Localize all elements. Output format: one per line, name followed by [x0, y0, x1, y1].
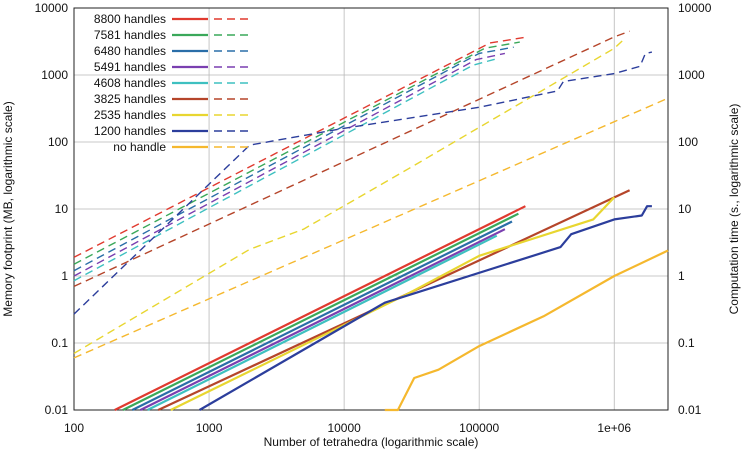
y-tick-label-left: 100 [48, 135, 68, 149]
plot-frame [73, 7, 669, 411]
x-tick-label: 1000 [196, 421, 223, 435]
x-tick-label: 100000 [459, 421, 499, 435]
y-tick-label-left: 0.1 [51, 336, 68, 350]
legend-label: 5491 handles [94, 60, 166, 74]
x-tick-label: 10000 [327, 421, 361, 435]
y-tick-label-left: 10000 [35, 1, 69, 15]
memory-line-5491-handles [139, 228, 506, 411]
y-axis-label-right: Computation time (s., logarithmic scale) [727, 104, 741, 315]
memory-line-2535-handles [170, 196, 616, 411]
memory-line-1200-handles [198, 205, 652, 411]
y-tick-label-right: 1000 [678, 68, 705, 82]
time-line-no-handle [73, 97, 669, 359]
legend-label: 6480 handles [94, 44, 166, 58]
time-line-2535-handles [73, 37, 626, 355]
time-line-5491-handles [73, 52, 506, 277]
y-tick-label-left: 1000 [41, 68, 68, 82]
time-line-6480-handles [73, 46, 514, 272]
y-tick-label-left: 0.01 [45, 403, 69, 417]
memory-line-8800-handles [114, 205, 526, 411]
time-line-1200-handles [73, 51, 653, 315]
memory-line-no-handle [384, 249, 669, 412]
time-line-3825-handles [73, 30, 630, 288]
y-tick-label-right: 10 [678, 202, 692, 216]
legend-label: 4608 handles [94, 76, 166, 90]
legend-label: 1200 handles [94, 124, 166, 138]
memory-line-6480-handles [131, 220, 513, 411]
x-tick-label: 1e+06 [597, 421, 631, 435]
y-tick-label-right: 0.01 [678, 403, 702, 417]
time-line-7581-handles [73, 41, 520, 265]
y-tick-label-right: 100 [678, 135, 698, 149]
legend: 8800 handles 7581 handles 6480 handles 5491… [94, 12, 250, 154]
time-line-4608-handles [73, 58, 497, 282]
tick-labels: 100 1000 10000 100000 1e+06 0.01 0.01 0.1 0.1 1 1 1… [35, 1, 712, 435]
x-axis-label: Number of tetrahedra (logarithmic scale) [264, 435, 479, 449]
y-axis-label-left: Memory footprint (MB, logarithmic scale) [1, 101, 15, 316]
y-tick-label-right: 0.1 [678, 336, 695, 350]
memory-line-7581-handles [122, 212, 519, 411]
legend-label: 2535 handles [94, 108, 166, 122]
legend-label: 8800 handles [94, 12, 166, 26]
legend-label: no handle [113, 140, 166, 154]
y-tick-label-right: 10000 [678, 1, 712, 15]
y-tick-label-left: 1 [61, 269, 68, 283]
y-tick-label-right: 1 [678, 269, 685, 283]
memory-line-4608-handles [147, 234, 498, 411]
legend-label: 3825 handles [94, 92, 166, 106]
y-tick-label-left: 10 [55, 202, 69, 216]
x-tick-label: 100 [64, 421, 84, 435]
series-lines [73, 30, 669, 412]
legend-label: 7581 handles [94, 28, 166, 42]
